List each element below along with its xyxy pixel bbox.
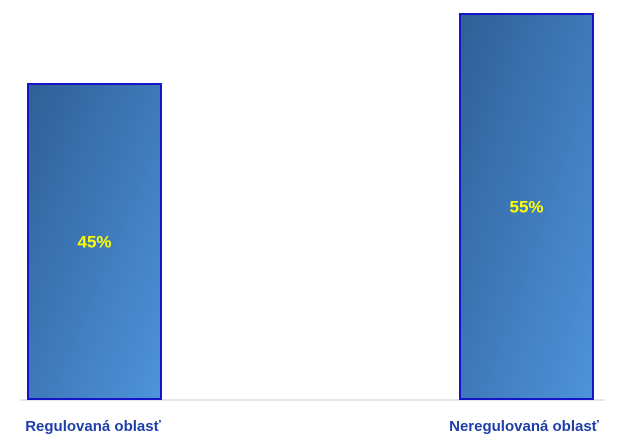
category-label: Regulovaná oblasť bbox=[25, 418, 161, 435]
bar-value-label: 45% bbox=[77, 233, 111, 252]
value-labels-layer: 45% 55% bbox=[77, 198, 543, 252]
category-labels-layer: Regulovaná oblasť Neregulovaná oblasť bbox=[25, 418, 599, 435]
bar-value-label: 55% bbox=[509, 198, 543, 217]
bar-neregulovana bbox=[459, 13, 594, 400]
bar-regulovana bbox=[27, 83, 162, 400]
bars-layer bbox=[20, 13, 605, 401]
category-label: Neregulovaná oblasť bbox=[449, 418, 600, 435]
